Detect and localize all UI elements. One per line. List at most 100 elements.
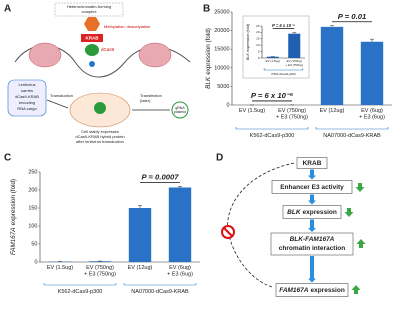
x-tick-label: EV (750ng) xyxy=(278,108,306,114)
p-value: P = 0.01 xyxy=(338,12,367,21)
label: encoding xyxy=(19,100,35,105)
x-tick-label: EV (1.5ug) xyxy=(239,108,265,114)
step-box xyxy=(270,232,354,256)
step-text: expression xyxy=(303,209,337,216)
y-tick-label: 0 xyxy=(34,259,37,265)
bar xyxy=(168,187,192,262)
y-axis-label: FAM167A expression (fold) xyxy=(10,179,17,255)
lentivirus xyxy=(7,79,47,117)
y-tick-label: 15 xyxy=(256,37,260,41)
y-tick-label: 5 xyxy=(258,49,260,53)
p-value: P = 6 x 10⁻⁶ xyxy=(251,91,293,100)
step-text: Enhancer E3 activity xyxy=(280,184,344,191)
label: dCas9 xyxy=(101,47,115,52)
arrow xyxy=(46,99,69,109)
grna xyxy=(89,61,95,67)
group-bracket xyxy=(235,127,309,130)
panel-label: A xyxy=(4,4,11,15)
complex-box xyxy=(54,2,124,17)
x-tick-label: EV (6ug) xyxy=(361,108,383,114)
y-label-text: expression (fold) xyxy=(205,28,212,75)
step-gene: BLK-FAM167A xyxy=(290,236,335,243)
y-label-gene: BLK xyxy=(205,76,212,89)
label: Lentivirus xyxy=(18,82,35,87)
dcas9 xyxy=(85,44,99,56)
bar xyxy=(288,33,301,58)
y-tick-label: 250 xyxy=(28,169,37,175)
y-axis-label: BLKexpression (fold) xyxy=(205,28,212,89)
label: plasmid xyxy=(174,110,186,114)
x-tick-label: EV (750ng) xyxy=(86,265,114,271)
protein xyxy=(94,102,106,114)
y-tick-label: 150 xyxy=(28,205,37,211)
y-tick-label: 15000 xyxy=(214,47,229,53)
label: dCas9-KRAB hybrid protein xyxy=(75,134,124,139)
y-tick-label: 20000 xyxy=(214,28,229,34)
group-label: NA07000-dCas9-KRAB xyxy=(131,289,189,295)
y-tick-label: 200 xyxy=(28,187,37,193)
step-gene: FAM167A xyxy=(279,287,309,294)
y-tick-label: 100 xyxy=(28,223,37,229)
x-tick-label: EV (1.5ug) xyxy=(47,265,73,271)
step-box xyxy=(271,180,353,194)
x-tick-label: + E3 (750ng) xyxy=(276,114,308,120)
y-label-text: expression (fold) xyxy=(246,23,250,52)
group-label: K562-dCas9-p300 xyxy=(271,72,296,76)
panel-label: C xyxy=(4,153,11,164)
step-gene: BLK xyxy=(287,209,302,216)
label: KRAB xyxy=(86,36,100,41)
plasmid xyxy=(171,101,189,119)
y-tick-label: 10000 xyxy=(214,65,229,71)
y-tick-label: 25000 xyxy=(214,9,229,15)
label: (later) xyxy=(140,98,151,103)
panel-label: D xyxy=(216,153,223,164)
y-tick-label: 50 xyxy=(31,241,37,247)
step-text: chromatin interaction xyxy=(279,245,345,252)
label: Transduction xyxy=(50,93,73,98)
y-label-gene: BLK xyxy=(246,53,250,61)
flow-arrow xyxy=(308,194,316,205)
group-bracket xyxy=(123,283,197,286)
y-tick-label: 10 xyxy=(256,43,260,47)
krab-box xyxy=(81,34,103,42)
group-label: NA07000-dCas9-KRAB xyxy=(323,133,381,139)
label: Methylation, deacetylation xyxy=(104,24,150,29)
step-box xyxy=(296,157,328,169)
y-axis-label: BLKexpression (fold) xyxy=(246,23,250,60)
p-value: P = 0.0007 xyxy=(141,172,179,181)
y-label-gene: FAM167A xyxy=(10,228,17,256)
trend-arrow xyxy=(355,183,365,192)
nucleosome xyxy=(28,42,62,68)
x-tick-label: + E3 (6ug) xyxy=(359,114,385,120)
step-label: Enhancer E3 activity xyxy=(280,184,344,191)
x-tick-label: EV (1.5ug) xyxy=(266,59,280,63)
label: RNA cargo xyxy=(17,106,37,111)
flow-arrow xyxy=(308,256,316,283)
x-tick-label: + E3 (750ng) xyxy=(84,271,116,277)
step-text: KRAB xyxy=(303,160,322,167)
label: gRNA xyxy=(175,106,185,110)
group-bracket xyxy=(43,283,117,286)
panel-label: B xyxy=(203,4,210,15)
label: Transfection xyxy=(140,93,162,98)
y-tick-label: 5000 xyxy=(217,84,229,90)
x-tick-label: EV (750ng) xyxy=(287,59,302,63)
step-box xyxy=(282,205,342,219)
x-tick-label: + E3 (6ug) xyxy=(167,271,193,277)
bar xyxy=(128,208,152,262)
group-label: K562-dCas9-p300 xyxy=(250,133,295,139)
bar xyxy=(88,261,112,262)
y-tick-label: 0 xyxy=(258,56,260,60)
group-label: K562-dCas9-p300 xyxy=(58,289,103,295)
y-tick-label: 25 xyxy=(256,24,260,28)
y-tick-label: 20 xyxy=(256,30,260,34)
y-label-text: expression (fold) xyxy=(10,179,17,226)
nucleosome xyxy=(138,42,172,68)
flow-arrow xyxy=(308,169,316,180)
label: dCas9-KRAB xyxy=(15,94,39,99)
step-label: KRAB xyxy=(303,160,322,167)
trend-arrow xyxy=(344,208,354,217)
bar xyxy=(320,26,344,106)
label: Heterochromatin-forming xyxy=(67,4,111,9)
